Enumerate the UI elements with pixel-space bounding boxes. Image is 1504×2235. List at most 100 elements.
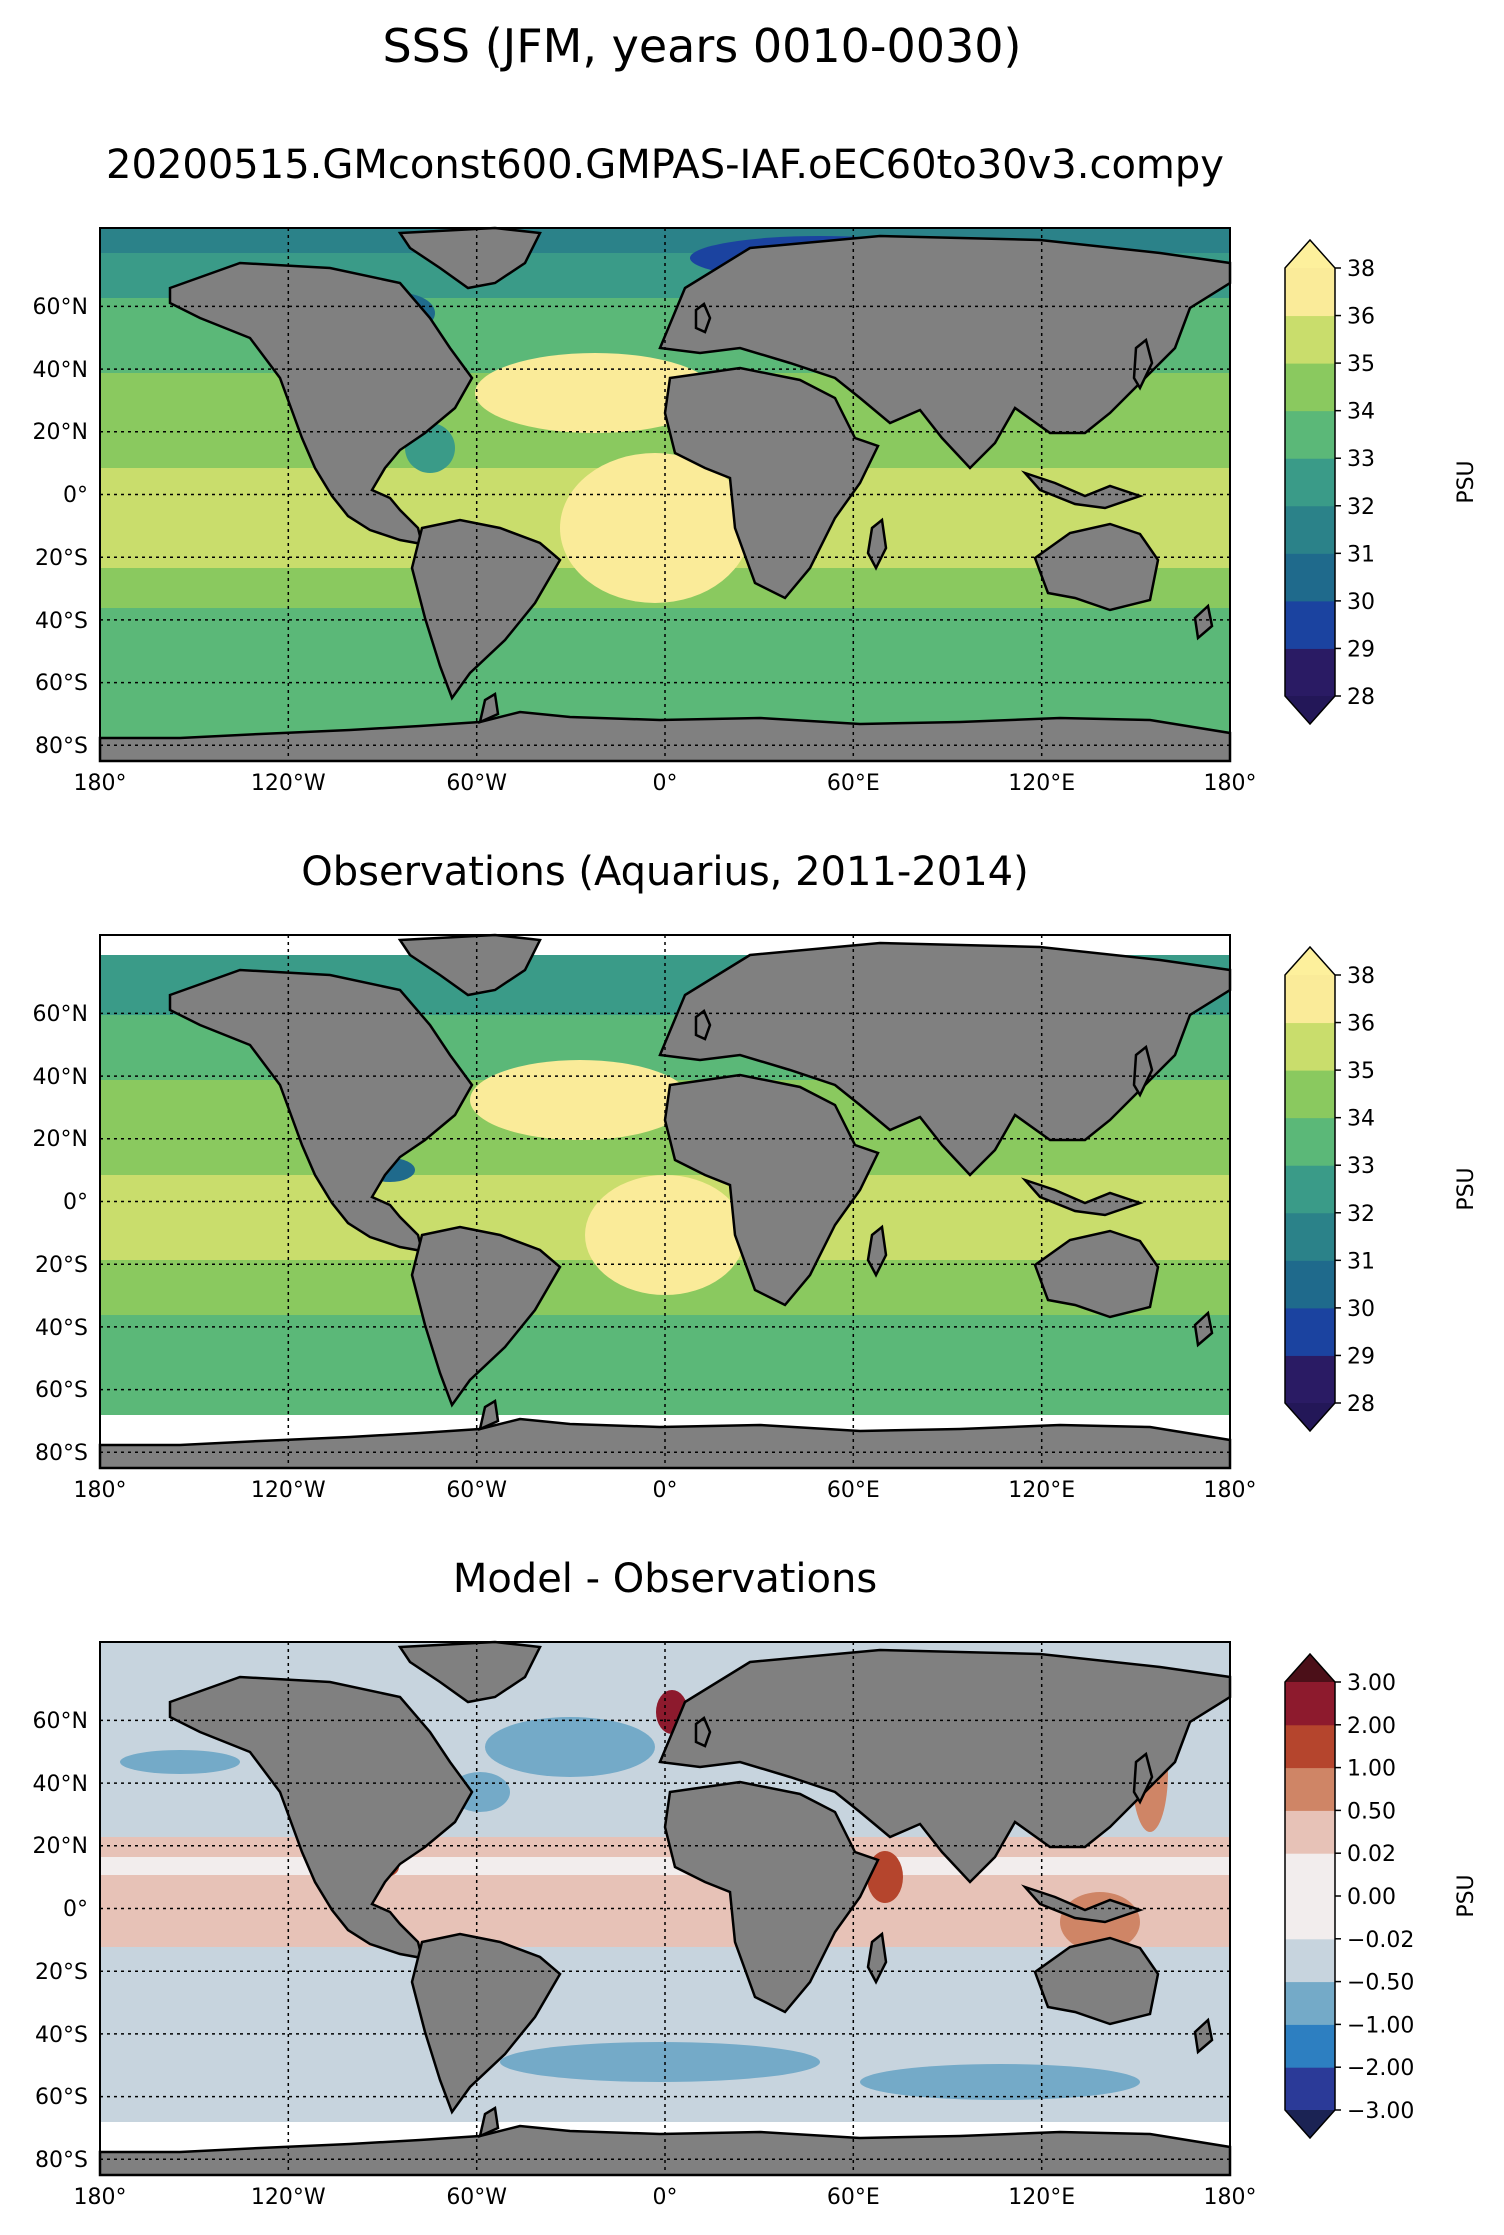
map-plot: 60°N 40°N 20°N 0° 20°S 40°S 60°S 80°S 18… xyxy=(33,1640,1257,2210)
lat-tick-label: 40°S xyxy=(35,609,88,634)
lon-tick-label: 120°E xyxy=(1008,1478,1075,1503)
colorbar-band xyxy=(1285,363,1335,412)
colorbar-tick-label: 28 xyxy=(1347,1392,1375,1417)
colorbar-band xyxy=(1285,2067,1335,2111)
colorbar-tick-label: 29 xyxy=(1347,637,1375,662)
lon-tick-label: 60°W xyxy=(446,1478,507,1503)
lat-tick-label: 60°N xyxy=(33,1002,88,1027)
panel-model: 20200515.GMconst600.GMPAS-IAF.oEC60to30v… xyxy=(33,142,1479,796)
lon-tick-label: 120°W xyxy=(251,2185,326,2210)
lat-tick-label: 60°S xyxy=(35,1378,88,1403)
colorbar-band xyxy=(1285,410,1335,459)
colorbar-band xyxy=(1285,1355,1335,1404)
colorbar-band xyxy=(1285,1810,1335,1854)
colorbar-band xyxy=(1285,268,1335,317)
lat-tick-label: 80°S xyxy=(35,734,88,759)
colorbar-tick-label: 29 xyxy=(1347,1344,1375,1369)
colorbar-band xyxy=(1285,648,1335,697)
colorbar-tick-label: 38 xyxy=(1347,964,1375,989)
colorbar-band xyxy=(1285,553,1335,602)
lat-tick-label: 60°S xyxy=(35,671,88,696)
colorbar: 28 29 30 31 32 33 34 35 36 38 PSU xyxy=(1284,945,1479,1433)
lat-tick-label: 40°N xyxy=(33,1065,88,1090)
colorbar-band xyxy=(1285,1896,1335,1940)
colorbar-band xyxy=(1285,1724,1335,1769)
lat-axis: 60°N 40°N 20°N 0° 20°S 40°S 60°S 80°S xyxy=(33,1002,88,1466)
colorbar-tick-label: 32 xyxy=(1347,495,1375,520)
lon-tick-label: 60°W xyxy=(446,771,507,796)
colorbar-extend-high xyxy=(1285,240,1335,268)
colorbar-tick-label: 31 xyxy=(1347,1249,1375,1274)
lat-tick-label: 60°N xyxy=(33,295,88,320)
colorbar-extend-low xyxy=(1285,696,1335,724)
lat-tick-label: 20°S xyxy=(35,546,88,571)
colorbar-tick-label: 34 xyxy=(1347,1107,1375,1132)
colorbar-tick-label: −0.02 xyxy=(1347,1928,1414,1953)
colorbar-tick-label: 33 xyxy=(1347,1154,1375,1179)
lon-tick-label: 180° xyxy=(74,771,127,796)
lon-tick-label: 180° xyxy=(1204,2185,1257,2210)
colorbar-tick-label: 34 xyxy=(1347,400,1375,425)
colorbar-label: PSU xyxy=(1454,1874,1479,1917)
colorbar-band xyxy=(1285,2024,1335,2068)
lat-tick-label: 20°N xyxy=(33,420,88,445)
colorbar-band xyxy=(1285,1767,1335,1811)
lat-tick-label: 20°N xyxy=(33,1834,88,1859)
colorbar-tick-label: 0.02 xyxy=(1347,1842,1396,1867)
lat-tick-label: 60°S xyxy=(35,2085,88,2110)
lat-tick-label: 80°S xyxy=(35,1441,88,1466)
map-plot: 60°N 40°N 20°N 0° 20°S 40°S 60°S 80°S 18… xyxy=(33,226,1257,796)
colorbar-band xyxy=(1285,1070,1335,1119)
colorbar-label: PSU xyxy=(1454,460,1479,503)
colorbar-band xyxy=(1285,458,1335,507)
colorbar-band xyxy=(1285,600,1335,649)
lat-tick-label: 60°N xyxy=(33,1709,88,1734)
lat-tick-label: 0° xyxy=(63,483,88,508)
lon-axis: 180° 120°W 60°W 0° 60°E 120°E 180° xyxy=(74,1478,1257,1503)
lon-tick-label: 180° xyxy=(1204,1478,1257,1503)
colorbar-band xyxy=(1285,1853,1335,1897)
colorbar-tick-label: −2.00 xyxy=(1347,2056,1414,2081)
figure-suptitle: SSS (JFM, years 0010-0030) xyxy=(382,19,1021,73)
colorbar-tick-label: 0.50 xyxy=(1347,1799,1396,1824)
lat-tick-label: 40°N xyxy=(33,1772,88,1797)
colorbar-tick-label: 36 xyxy=(1347,305,1375,330)
lat-tick-label: 80°S xyxy=(35,2148,88,2173)
colorbar-tick-label: 32 xyxy=(1347,1202,1375,1227)
colorbar-band xyxy=(1285,1307,1335,1356)
graticule xyxy=(100,935,1230,1468)
colorbar-tick-label: 0.00 xyxy=(1347,1885,1396,1910)
lat-tick-label: 20°S xyxy=(35,1960,88,1985)
lon-axis: 180° 120°W 60°W 0° 60°E 120°E 180° xyxy=(74,2185,1257,2210)
lon-tick-label: 180° xyxy=(74,2185,127,2210)
lat-axis: 60°N 40°N 20°N 0° 20°S 40°S 60°S 80°S xyxy=(33,295,88,759)
lat-tick-label: 20°N xyxy=(33,1127,88,1152)
colorbar-tick-label: 36 xyxy=(1347,1012,1375,1037)
lon-tick-label: 180° xyxy=(1204,771,1257,796)
colorbar-extend-low xyxy=(1285,1403,1335,1431)
graticule xyxy=(100,228,1230,761)
colorbar-tick-label: 30 xyxy=(1347,590,1375,615)
lat-tick-label: 40°S xyxy=(35,2023,88,2048)
panel-observations: Observations (Aquarius, 2011-2014) xyxy=(33,849,1479,1503)
lat-tick-label: 40°N xyxy=(33,358,88,383)
lon-tick-label: 0° xyxy=(653,1478,678,1503)
colorbar-band xyxy=(1285,1022,1335,1071)
colorbar-tick-label: 33 xyxy=(1347,447,1375,472)
lon-axis: 180° 120°W 60°W 0° 60°E 120°E 180° xyxy=(74,771,1257,796)
lat-tick-label: 0° xyxy=(63,1897,88,1922)
colorbar-tick-label: −1.00 xyxy=(1347,2013,1414,2038)
colorbar-tick-label: 38 xyxy=(1347,257,1375,282)
colorbar-band xyxy=(1285,505,1335,554)
colorbar: 28 29 30 31 32 33 34 35 36 38 PSU xyxy=(1284,238,1479,726)
colorbar-extend-high xyxy=(1285,1654,1335,1682)
lon-tick-label: 60°E xyxy=(827,2185,880,2210)
colorbar-band xyxy=(1285,1938,1335,1983)
lon-tick-label: 60°E xyxy=(827,1478,880,1503)
lon-tick-label: 120°W xyxy=(251,1478,326,1503)
colorbar-band xyxy=(1285,975,1335,1024)
lon-tick-label: 60°E xyxy=(827,771,880,796)
colorbar-tick-label: 30 xyxy=(1347,1297,1375,1322)
colorbar: −3.00 −2.00 −1.00 −0.50 −0.02 0.00 0.02 0.50 1.0… xyxy=(1284,1652,1479,2140)
lon-tick-label: 0° xyxy=(653,771,678,796)
